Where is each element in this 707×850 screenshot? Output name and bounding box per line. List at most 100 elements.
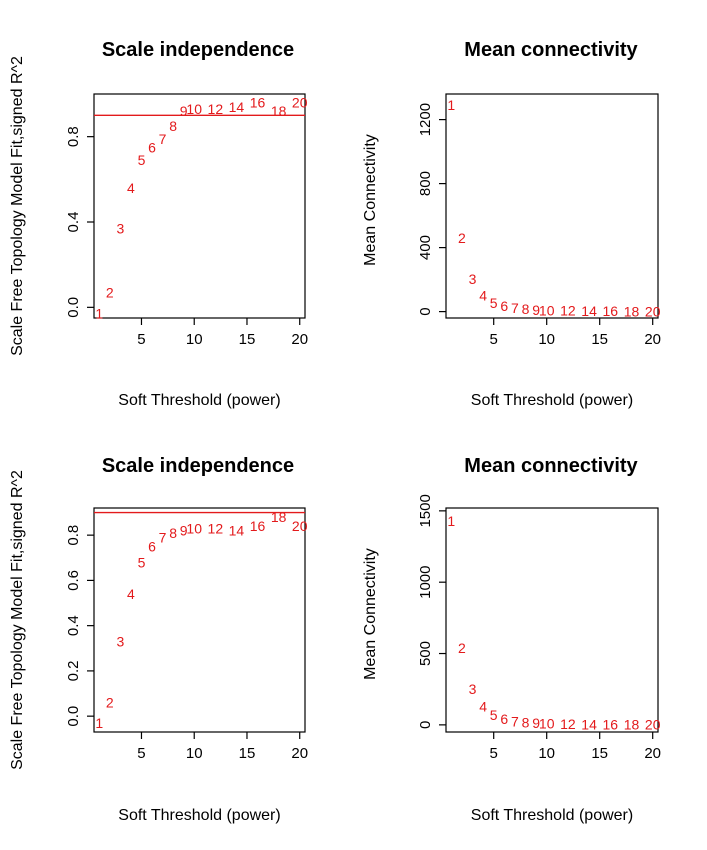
data-point-label: 1 [95, 715, 103, 731]
data-point-label: 12 [208, 520, 224, 536]
y-axis-label: Mean Connectivity [362, 134, 379, 266]
data-point-label: 9 [180, 103, 188, 119]
x-tick-label: 5 [490, 331, 498, 348]
x-tick-label: 5 [137, 331, 145, 348]
data-point-label: 14 [581, 303, 597, 319]
data-point-label: 10 [186, 520, 202, 536]
data-point-label: 9 [532, 302, 540, 318]
plot-frame [93, 507, 306, 733]
plot-frame [93, 93, 306, 319]
data-point-label: 6 [148, 139, 156, 155]
data-point-label: 14 [581, 716, 597, 732]
data-point-label: 2 [106, 284, 114, 300]
y-tick-label: 0.0 [65, 706, 82, 727]
y-tick-label: 1000 [417, 566, 434, 599]
x-axis-label: Soft Threshold (power) [118, 807, 280, 824]
data-point-label: 6 [500, 711, 508, 727]
data-point-label: 10 [539, 716, 555, 732]
x-tick-label: 20 [291, 745, 308, 762]
chart-panel-4: Mean connectivity Soft Threshold (power) M… [362, 455, 661, 824]
x-tick-label: 20 [644, 331, 661, 348]
data-point-label: 5 [490, 295, 498, 311]
x-axis-label: Soft Threshold (power) [471, 807, 633, 824]
data-point-label: 8 [522, 301, 530, 317]
chart-panel-2: Mean connectivity Soft Threshold (power) M… [362, 39, 661, 409]
y-tick-label: 0.4 [65, 615, 82, 636]
data-point-label: 7 [511, 713, 519, 729]
x-tick-label: 10 [538, 331, 555, 348]
data-point-label: 7 [159, 529, 167, 545]
data-point-label: 9 [180, 523, 188, 539]
data-point-label: 8 [522, 714, 530, 730]
data-point-label: 7 [511, 300, 519, 316]
y-axis-label: Mean Connectivity [362, 548, 379, 680]
y-tick-label: 0.0 [65, 297, 82, 318]
data-point-label: 1 [447, 513, 455, 529]
x-tick-label: 15 [239, 745, 256, 762]
x-tick-label: 15 [239, 331, 256, 348]
data-point-label: 20 [645, 303, 661, 319]
x-tick-label: 15 [591, 745, 608, 762]
data-point-label: 20 [292, 518, 308, 534]
chart-title: Mean connectivity [464, 39, 638, 61]
y-tick-label: 500 [417, 641, 434, 666]
data-point-label: 2 [106, 695, 114, 711]
data-point-label: 4 [479, 698, 487, 714]
x-axis-label: Soft Threshold (power) [471, 392, 633, 409]
y-axis-label: Scale Free Topology Model Fit,signed R^2 [9, 56, 26, 356]
data-point-label: 18 [271, 509, 287, 525]
data-point-label: 5 [490, 707, 498, 723]
data-point-label: 20 [645, 717, 661, 733]
y-tick-label: 0 [417, 307, 434, 315]
data-point-label: 1 [447, 97, 455, 113]
data-point-label: 5 [138, 152, 146, 168]
x-tick-label: 20 [291, 331, 308, 348]
x-tick-label: 15 [591, 331, 608, 348]
data-point-label: 8 [169, 525, 177, 541]
y-tick-label: 1200 [417, 103, 434, 136]
data-point-label: 1 [95, 306, 103, 322]
y-tick-label: 1500 [417, 494, 434, 527]
data-point-label: 3 [469, 681, 477, 697]
data-point-label: 6 [500, 298, 508, 314]
x-tick-label: 20 [644, 745, 661, 762]
x-tick-label: 5 [490, 745, 498, 762]
data-point-label: 14 [229, 523, 245, 539]
data-point-label: 16 [250, 518, 266, 534]
chart-title: Scale independence [102, 39, 294, 61]
data-point-label: 9 [532, 715, 540, 731]
chart-title: Scale independence [102, 455, 294, 477]
x-tick-label: 5 [137, 745, 145, 762]
chart-title: Mean connectivity [464, 455, 638, 477]
y-tick-label: 800 [417, 171, 434, 196]
data-point-label: 2 [458, 640, 466, 656]
data-point-label: 10 [539, 302, 555, 318]
chart-panel-1: Scale independence Soft Threshold (power)… [9, 39, 308, 409]
data-point-label: 4 [479, 288, 487, 304]
plot-frame [445, 507, 659, 733]
data-point-label: 16 [603, 716, 619, 732]
data-point-label: 16 [603, 303, 619, 319]
x-tick-label: 10 [538, 745, 555, 762]
chart-panel-3: Scale independence Soft Threshold (power)… [9, 455, 308, 824]
x-tick-label: 10 [186, 331, 203, 348]
data-point-label: 5 [138, 554, 146, 570]
data-point-label: 12 [560, 303, 576, 319]
data-point-label: 18 [624, 717, 640, 733]
data-point-label: 18 [624, 303, 640, 319]
y-tick-label: 0.8 [65, 525, 82, 546]
data-point-label: 12 [208, 101, 224, 117]
y-tick-label: 0.6 [65, 570, 82, 591]
data-point-label: 7 [159, 131, 167, 147]
x-tick-label: 10 [186, 745, 203, 762]
data-point-label: 2 [458, 230, 466, 246]
data-point-label: 4 [127, 180, 135, 196]
data-point-label: 20 [292, 95, 308, 111]
data-point-label: 3 [116, 220, 124, 236]
y-tick-label: 400 [417, 235, 434, 260]
y-tick-label: 0 [417, 721, 434, 729]
data-point-label: 3 [469, 271, 477, 287]
x-axis-label: Soft Threshold (power) [118, 392, 280, 409]
data-point-label: 14 [229, 99, 245, 115]
